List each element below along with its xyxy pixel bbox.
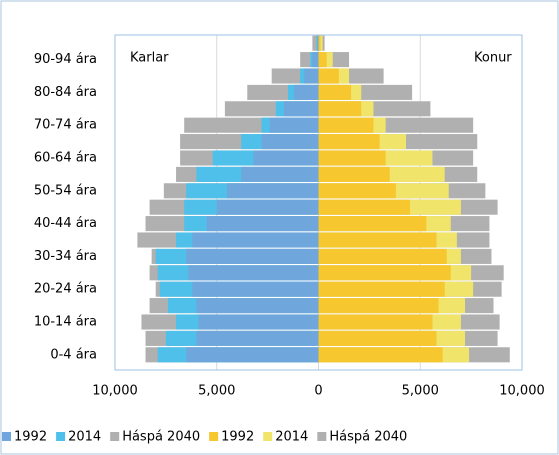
bars bbox=[137, 35, 510, 363]
bar bbox=[318, 281, 445, 297]
annotation: Konur bbox=[474, 51, 512, 66]
legend-label: 2014 bbox=[68, 430, 101, 445]
x-tick-label: 10,000 bbox=[499, 384, 545, 399]
bar bbox=[312, 52, 319, 68]
bar bbox=[318, 330, 437, 346]
bar bbox=[269, 117, 319, 133]
y-tick-label: 80-84 ára bbox=[34, 85, 97, 100]
bar bbox=[186, 248, 319, 264]
bar bbox=[318, 248, 447, 264]
bar bbox=[318, 52, 327, 68]
y-tick-label: 10-14 ára bbox=[34, 315, 97, 330]
legend: 1992 2014 Háspá 2040 1992 2014 Háspá 2040 bbox=[2, 430, 407, 445]
bar bbox=[253, 150, 319, 166]
plot-frame bbox=[114, 34, 523, 371]
bar bbox=[318, 183, 396, 199]
y-tick-label: 20-24 ára bbox=[34, 282, 97, 297]
y-tick-label: 50-54 ára bbox=[34, 183, 97, 198]
bar bbox=[318, 117, 374, 133]
legend-swatch bbox=[263, 432, 273, 441]
bar bbox=[261, 134, 319, 150]
bar bbox=[216, 199, 319, 215]
bar bbox=[318, 216, 427, 232]
x-tick-label: 0 bbox=[314, 384, 322, 399]
bar bbox=[318, 134, 380, 150]
bar bbox=[318, 347, 443, 363]
bar bbox=[188, 265, 319, 281]
bar bbox=[304, 68, 319, 84]
bar bbox=[317, 35, 319, 51]
bar bbox=[318, 101, 362, 117]
bar bbox=[206, 216, 319, 232]
bar bbox=[318, 232, 437, 248]
bar bbox=[318, 150, 386, 166]
bar bbox=[226, 183, 319, 199]
x-tick-label: 10,000 bbox=[92, 384, 138, 399]
bar bbox=[318, 68, 339, 84]
bar bbox=[318, 35, 321, 51]
y-tick-label: 30-34 ára bbox=[34, 249, 97, 264]
x-tick-label: 5,000 bbox=[198, 384, 235, 399]
bar bbox=[316, 35, 319, 51]
y-tick-label: 60-64 ára bbox=[34, 151, 97, 166]
legend-swatch bbox=[2, 432, 11, 441]
bar bbox=[283, 101, 319, 117]
bar bbox=[196, 330, 319, 346]
legend-label: 1992 bbox=[14, 430, 47, 445]
y-tick-label: 70-74 ára bbox=[34, 118, 97, 133]
bar bbox=[198, 314, 319, 330]
bar bbox=[192, 232, 319, 248]
legend-label: Háspá 2040 bbox=[329, 430, 407, 445]
legend-label: Háspá 2040 bbox=[122, 430, 200, 445]
bar bbox=[312, 35, 319, 51]
y-tick-label: 0-4 ára bbox=[50, 347, 97, 362]
bar bbox=[318, 265, 451, 281]
bar bbox=[318, 199, 411, 215]
legend-label: 1992 bbox=[221, 430, 254, 445]
legend-swatch bbox=[56, 432, 66, 441]
bar bbox=[192, 281, 319, 297]
bar bbox=[186, 347, 319, 363]
annotation: Karlar bbox=[130, 51, 169, 66]
legend-swatch bbox=[209, 432, 219, 441]
y-tick-label: 40-44 ára bbox=[34, 216, 97, 231]
bar bbox=[196, 298, 319, 314]
x-tick-label: 5,000 bbox=[402, 384, 439, 399]
y-tick-label: 90-94 ára bbox=[34, 52, 97, 67]
bar bbox=[318, 84, 352, 100]
labels: 10,000 5,000 0 5,000 10,000 0-4 ára 10-14 ára 2… bbox=[34, 52, 545, 398]
bar bbox=[294, 84, 319, 100]
bar bbox=[318, 298, 439, 314]
bar bbox=[241, 166, 319, 182]
bar bbox=[318, 166, 390, 182]
legend-swatch bbox=[317, 432, 327, 441]
legend-label: 2014 bbox=[275, 430, 308, 445]
bar bbox=[318, 314, 433, 330]
legend-swatch bbox=[110, 432, 120, 441]
